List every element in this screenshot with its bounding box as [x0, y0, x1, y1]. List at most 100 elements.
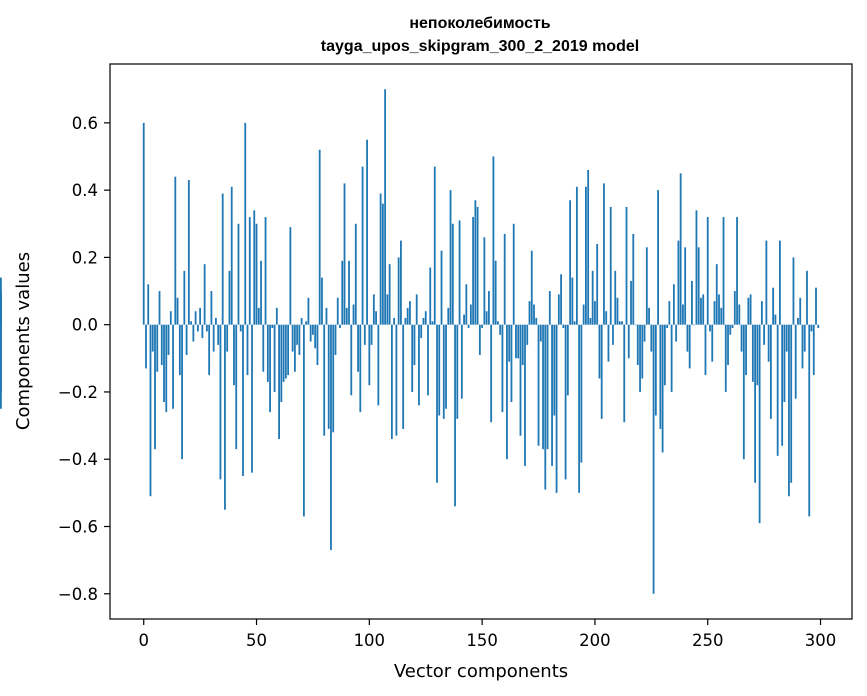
bar-139 — [456, 324, 459, 419]
bar-74 — [309, 324, 312, 342]
bar-103 — [375, 311, 377, 325]
bar-38 — [228, 270, 231, 325]
bar-145 — [469, 304, 472, 325]
bar-231 — [663, 324, 666, 386]
bar-138 — [454, 324, 456, 507]
bar-200 — [594, 301, 596, 325]
bar-216 — [630, 280, 632, 325]
bar-55 — [266, 324, 269, 382]
bar-233 — [668, 301, 671, 325]
bar-172 — [530, 250, 533, 325]
bar-83 — [330, 324, 332, 551]
bar-296 — [810, 324, 813, 332]
bar-158 — [499, 324, 502, 335]
bar-261 — [731, 324, 734, 329]
bar-undefined — [0, 324, 2, 392]
chart-title-line-1: непоколебимость — [409, 15, 550, 32]
bar-115 — [402, 324, 405, 429]
bar-205 — [605, 311, 608, 325]
bar-140 — [458, 220, 461, 325]
bar-66 — [291, 324, 294, 352]
bar-174 — [535, 317, 538, 325]
bar-130 — [436, 324, 438, 483]
bar-222 — [643, 324, 646, 342]
x-tick-label: 300 — [805, 631, 837, 650]
bar-86 — [336, 297, 339, 325]
bar-21 — [190, 321, 192, 325]
bar-13 — [172, 324, 174, 409]
bar-148 — [476, 206, 479, 325]
bar-278 — [769, 324, 772, 419]
bar-36 — [224, 324, 226, 510]
bar-76 — [314, 324, 317, 349]
bar-114 — [400, 240, 402, 325]
bar-287 — [790, 324, 793, 483]
bar-124 — [422, 317, 425, 325]
bar-133 — [442, 324, 445, 419]
bar-46 — [246, 324, 249, 376]
bar-136 — [449, 190, 452, 325]
bar-249 — [704, 324, 707, 376]
bar-110 — [390, 324, 393, 440]
bar-67 — [293, 324, 296, 372]
bar-63 — [284, 324, 287, 379]
bar-206 — [607, 324, 610, 362]
bar-263 — [736, 217, 738, 325]
bar-183 — [555, 324, 558, 493]
bar-202 — [598, 324, 601, 379]
bar-71 — [303, 324, 305, 517]
bar-162 — [508, 324, 511, 362]
bar-283 — [781, 324, 784, 446]
bar-109 — [388, 264, 391, 325]
bar-286 — [788, 324, 790, 497]
bar-85 — [334, 324, 337, 355]
bar-297 — [812, 324, 815, 376]
bar-271 — [754, 324, 756, 483]
bar-203 — [600, 324, 603, 419]
bar-39 — [230, 186, 233, 325]
bar-285 — [785, 324, 788, 352]
bar-53 — [262, 324, 265, 372]
bar-43 — [239, 324, 242, 332]
bar-65 — [289, 227, 292, 325]
bar-204 — [603, 183, 605, 325]
bar-207 — [609, 206, 612, 325]
bar-235 — [672, 284, 675, 325]
bar-244 — [693, 324, 696, 326]
bar-143 — [465, 284, 468, 325]
bar-161 — [506, 324, 508, 460]
bar-198 — [589, 317, 592, 325]
chart-title-line-2: tayga_upos_skipgram_300_2_2019 model — [321, 38, 639, 55]
bar-243 — [691, 280, 693, 325]
bar-6 — [156, 324, 159, 372]
bar-24 — [196, 324, 199, 332]
bar-10 — [165, 324, 168, 413]
bar-238 — [679, 173, 682, 325]
bar-79 — [321, 277, 323, 325]
bar-57 — [271, 324, 274, 329]
bar-19 — [185, 324, 188, 355]
y-axis: −0.8 −0.6 −0.4 −0.2 0.0 0.2 0.4 0.6 — [58, 114, 110, 604]
x-tick-label: 150 — [466, 631, 498, 650]
bar-267 — [745, 324, 747, 376]
x-tick-label: 100 — [354, 631, 386, 650]
bar-56 — [269, 324, 271, 413]
bar-165 — [515, 324, 517, 359]
bar-17 — [181, 324, 183, 460]
bar-150 — [481, 324, 484, 329]
bar-288 — [792, 257, 795, 325]
bar-241 — [686, 324, 689, 352]
bar-3 — [149, 324, 152, 497]
bar-254 — [715, 264, 718, 325]
bar-111 — [393, 317, 396, 325]
bar-42 — [237, 223, 240, 325]
bar-221 — [641, 324, 644, 379]
bar-135 — [447, 307, 450, 325]
bar-51 — [257, 307, 260, 325]
bar-104 — [377, 324, 380, 406]
x-axis-label: Vector components — [394, 661, 568, 682]
bar-290 — [797, 317, 799, 325]
bar-91 — [348, 260, 350, 325]
bar-250 — [706, 217, 709, 325]
bar-214 — [625, 206, 628, 325]
